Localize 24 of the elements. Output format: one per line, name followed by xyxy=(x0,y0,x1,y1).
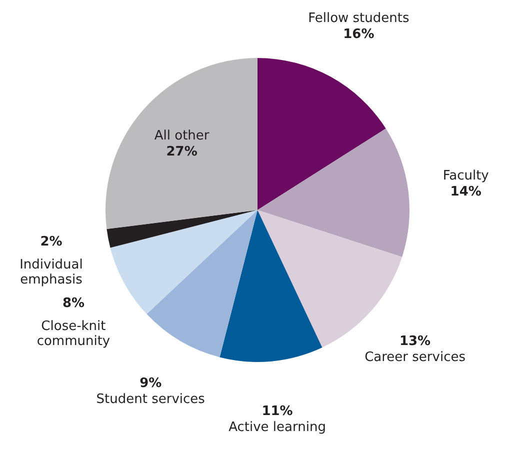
pie-slice xyxy=(258,128,410,257)
slice-label: Fellow students xyxy=(308,10,410,26)
pie-slice xyxy=(258,210,402,348)
pie-slice xyxy=(106,210,258,248)
data-label: 8% xyxy=(62,296,85,312)
data-label: 9% xyxy=(140,376,162,391)
data-label: 14% xyxy=(450,184,482,200)
data-label: 11% xyxy=(262,404,293,420)
slice-label: All other xyxy=(154,128,210,144)
pie-slice xyxy=(258,58,386,210)
slice-label: Active learning xyxy=(228,420,326,436)
data-label: 27% xyxy=(166,144,198,160)
data-label: 2% xyxy=(40,234,62,250)
slice-label: Faculty xyxy=(442,168,490,184)
pie-slice xyxy=(106,58,258,230)
data-label: 16% xyxy=(343,26,374,42)
pie-slice xyxy=(146,210,258,358)
slice-label: Individual emphasis xyxy=(20,257,83,288)
pie-slice xyxy=(220,210,322,362)
slice-label: Student services xyxy=(96,392,206,407)
data-label: 13% xyxy=(399,334,431,349)
slice-label: Career services xyxy=(364,350,466,365)
pie-slice xyxy=(110,210,258,314)
slice-label: Close-knit community xyxy=(36,319,110,350)
